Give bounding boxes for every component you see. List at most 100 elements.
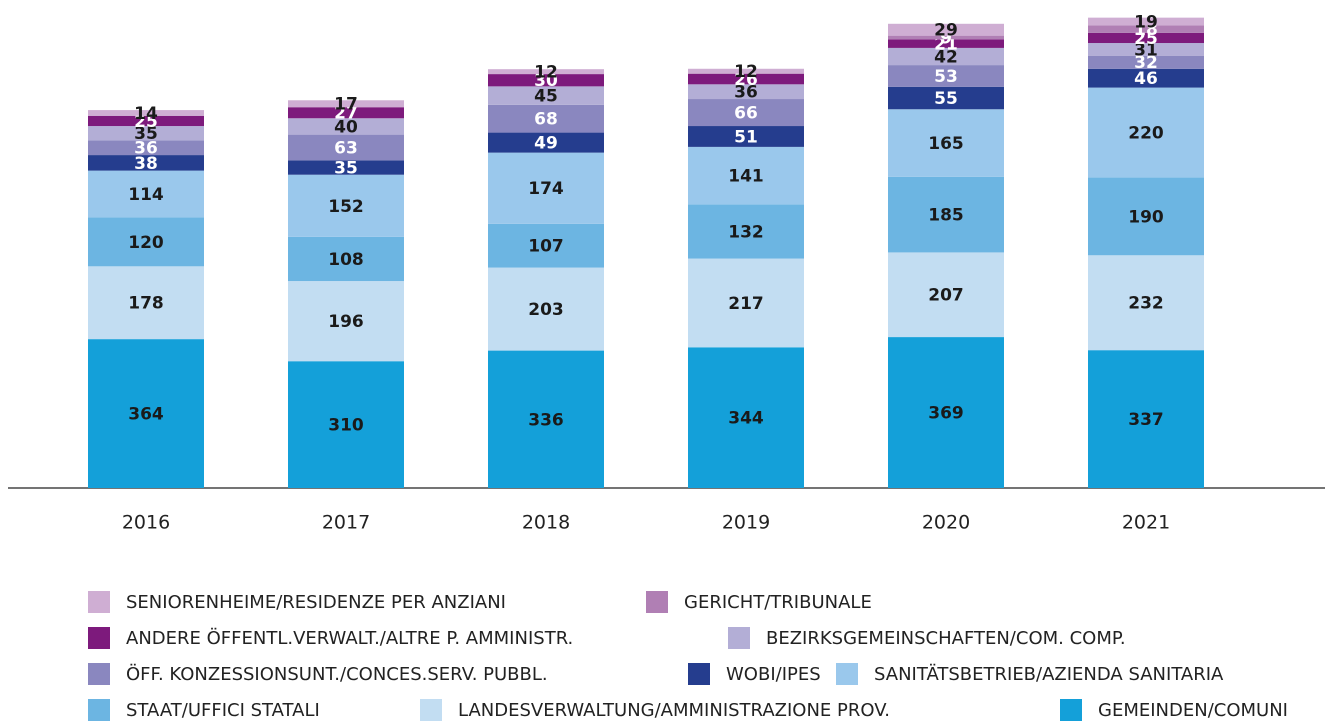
value-label: 14 xyxy=(134,104,158,124)
bar-segment xyxy=(88,115,204,127)
bar-segment xyxy=(288,107,404,119)
value-label: 32 xyxy=(1134,53,1158,73)
legend-label: LANDESVERWALTUNG/AMMINISTRAZIONE PROV. xyxy=(458,700,890,721)
legend-label: GEMEINDEN/COMUNI xyxy=(1098,700,1288,721)
value-label: 30 xyxy=(534,71,558,91)
legend-swatch xyxy=(88,699,110,721)
value-label: 108 xyxy=(328,250,364,270)
legend-label: SANITÄTSBETRIEB/AZIENDA SANITARIA xyxy=(874,664,1224,685)
bar-segment xyxy=(888,47,1004,66)
value-label: 26 xyxy=(734,70,758,90)
x-tick-label: 2016 xyxy=(122,512,170,534)
value-label: 25 xyxy=(134,112,158,132)
value-label: 185 xyxy=(928,206,964,226)
bar-segment xyxy=(888,252,1004,338)
legend-swatch xyxy=(1060,699,1082,721)
bar-segment xyxy=(1088,32,1204,44)
x-tick-label: 2019 xyxy=(722,512,770,534)
value-label: 220 xyxy=(1128,124,1164,144)
bar-segment xyxy=(1088,17,1204,26)
legend-swatch xyxy=(88,591,110,613)
legend-swatch xyxy=(88,627,110,649)
value-label: 63 xyxy=(334,139,358,159)
value-label: 66 xyxy=(734,104,758,124)
value-label: 9 xyxy=(940,28,952,48)
bar-segment xyxy=(88,339,204,488)
bar-segment xyxy=(688,68,804,74)
bar-segment xyxy=(688,73,804,85)
value-label: 45 xyxy=(534,87,558,107)
bar-segment xyxy=(88,217,204,267)
value-label: 31 xyxy=(1134,40,1158,60)
x-tick-label: 2021 xyxy=(1122,512,1170,534)
value-label: 25 xyxy=(1134,29,1158,49)
bar-segment xyxy=(88,140,204,156)
bar-segment xyxy=(288,134,404,161)
value-label: 165 xyxy=(928,134,964,154)
value-label: 49 xyxy=(534,134,558,154)
bar-segment xyxy=(88,126,204,141)
bar-segment xyxy=(288,174,404,237)
value-label: 310 xyxy=(328,416,364,436)
value-label: 29 xyxy=(934,21,958,41)
bar-segment xyxy=(488,350,604,488)
value-label: 19 xyxy=(1134,13,1158,33)
x-tick-label: 2018 xyxy=(522,512,570,534)
value-label: 38 xyxy=(134,154,158,174)
bar-segment xyxy=(1088,350,1204,488)
value-label: 12 xyxy=(734,62,758,82)
bar-segment xyxy=(288,118,404,135)
legend-label: SENIORENHEIME/RESIDENZE PER ANZIANI xyxy=(126,592,506,613)
bar-segment xyxy=(88,110,204,116)
bar-segment xyxy=(1088,177,1204,256)
bar-segment xyxy=(488,74,604,87)
bar-segment xyxy=(488,132,604,153)
legend-swatch xyxy=(836,663,858,685)
legend-label: BEZIRKSGEMEINSCHAFTEN/COM. COMP. xyxy=(766,628,1126,649)
bar-segment xyxy=(1088,55,1204,69)
value-label: 369 xyxy=(928,404,964,424)
value-label: 190 xyxy=(1128,207,1164,227)
value-label: 53 xyxy=(934,67,958,87)
value-label: 36 xyxy=(134,139,158,159)
bar-segment xyxy=(88,170,204,218)
bar-segment xyxy=(88,155,204,171)
bar-segment xyxy=(888,337,1004,488)
legend-swatch xyxy=(420,699,442,721)
legend-swatch xyxy=(88,663,110,685)
bar-segment xyxy=(688,126,804,147)
bar-segment xyxy=(288,236,404,282)
value-label: 203 xyxy=(528,300,564,320)
value-label: 364 xyxy=(128,405,164,425)
legend-label: ÖFF. KONZESSIONSUNT./CONCES.SERV. PUBBL. xyxy=(126,663,548,685)
value-label: 40 xyxy=(334,117,358,137)
value-label: 55 xyxy=(934,89,958,109)
x-tick-label: 2020 xyxy=(922,512,970,534)
value-label: 35 xyxy=(134,124,158,144)
value-label: 27 xyxy=(334,104,358,124)
bar-segment xyxy=(888,109,1004,177)
value-label: 174 xyxy=(528,179,564,199)
bar-segment xyxy=(688,258,804,348)
value-label: 120 xyxy=(128,233,164,253)
bar-segment xyxy=(488,152,604,224)
bar-segment xyxy=(288,361,404,488)
bar-segment xyxy=(688,84,804,100)
value-label: 152 xyxy=(328,197,364,217)
value-label: 68 xyxy=(534,110,558,130)
value-label: 344 xyxy=(728,409,764,429)
bar-segment xyxy=(488,86,604,105)
bar-segment xyxy=(288,281,404,362)
legend-label: STAAT/UFFICI STATALI xyxy=(126,700,320,721)
legend-swatch xyxy=(646,591,668,613)
value-label: 196 xyxy=(328,312,364,332)
value-label: 178 xyxy=(128,294,164,314)
value-label: 107 xyxy=(528,237,564,257)
bar-segment xyxy=(688,99,804,127)
bar-segment xyxy=(688,204,804,259)
x-tick-label: 2017 xyxy=(322,512,370,534)
bar-segment xyxy=(1088,255,1204,351)
value-label: 17 xyxy=(334,95,358,115)
value-label: 42 xyxy=(934,48,958,68)
bar-segment xyxy=(1088,68,1204,88)
